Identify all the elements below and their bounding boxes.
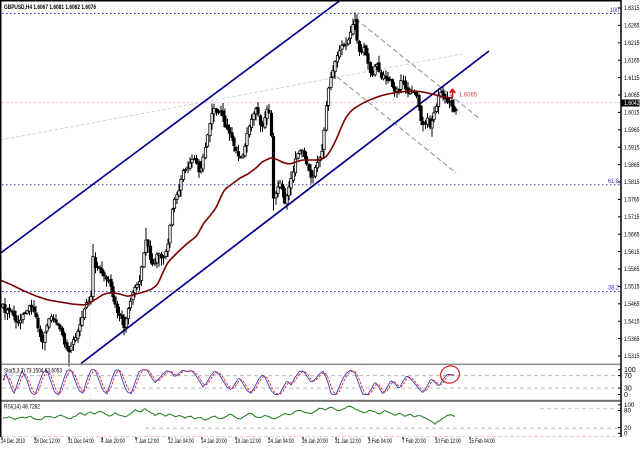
svg-text:1.6065: 1.6065: [624, 92, 640, 99]
svg-text:1.6315: 1.6315: [624, 5, 640, 12]
svg-text:28 Dec 12:00: 28 Dec 12:00: [34, 439, 60, 445]
svg-text:0: 0: [624, 392, 628, 399]
svg-text:26 Jan 20:00: 26 Jan 20:00: [302, 439, 328, 445]
svg-text:0: 0: [624, 431, 628, 438]
svg-text:31 Jan 12:00: 31 Jan 12:00: [335, 439, 361, 445]
svg-text:14 Jan 20:00: 14 Jan 20:00: [201, 439, 227, 445]
svg-text:1.5615: 1.5615: [624, 249, 640, 256]
svg-text:100: 100: [624, 367, 636, 374]
svg-text:1.6265: 1.6265: [624, 23, 640, 30]
svg-text:4 Jan 20:00: 4 Jan 20:00: [101, 439, 126, 445]
svg-text:24 Dec 2010: 24 Dec 2010: [1, 439, 25, 445]
svg-text:1.6015: 1.6015: [624, 110, 640, 117]
svg-text:Sto(5,3,3) 73.1504 63.6053: Sto(5,3,3) 73.1504 63.6053: [4, 367, 62, 374]
svg-text:1.5415: 1.5415: [624, 318, 640, 325]
svg-text:1.5815: 1.5815: [624, 179, 640, 186]
svg-text:10 Feb 12:00: 10 Feb 12:00: [435, 439, 461, 445]
svg-text:3 Feb 04:00: 3 Feb 04:00: [368, 439, 392, 445]
svg-text:70: 70: [624, 373, 632, 380]
svg-text:1.6065: 1.6065: [459, 93, 478, 99]
svg-text:30: 30: [624, 386, 632, 393]
svg-text:38.2: 38.2: [608, 286, 620, 292]
svg-text:1.5365: 1.5365: [624, 336, 640, 343]
svg-text:19 Jan 12:00: 19 Jan 12:00: [235, 439, 261, 445]
svg-text:1.6165: 1.6165: [624, 57, 640, 64]
svg-text:20: 20: [624, 425, 631, 432]
svg-text:1.5965: 1.5965: [624, 127, 640, 134]
svg-text:1.6042: 1.6042: [624, 100, 640, 107]
svg-text:1.5915: 1.5915: [624, 144, 640, 151]
svg-text:61.8: 61.8: [608, 179, 620, 185]
svg-text:1.5865: 1.5865: [624, 162, 640, 169]
svg-text:24 Jan 04:00: 24 Jan 04:00: [268, 439, 294, 445]
svg-text:RSI(14) 48.7282: RSI(14) 48.7282: [4, 403, 40, 410]
svg-text:100: 100: [624, 402, 635, 409]
svg-text:12 Jan 04:00: 12 Jan 04:00: [168, 439, 194, 445]
svg-text:7 Feb 20:00: 7 Feb 20:00: [402, 439, 426, 445]
svg-text:1.5515: 1.5515: [624, 284, 640, 291]
svg-text:GBPUSD,H4 1.6067 1.6081 1.6062: GBPUSD,H4 1.6067 1.6081 1.6062 1.6076: [4, 4, 96, 11]
svg-text:1.6215: 1.6215: [624, 40, 640, 47]
svg-text:1.5565: 1.5565: [624, 266, 640, 273]
svg-text:1.6115: 1.6115: [624, 75, 640, 82]
svg-text:1.5715: 1.5715: [624, 214, 640, 221]
svg-text:7 Jan 12:00: 7 Jan 12:00: [135, 439, 160, 445]
svg-text:80: 80: [624, 408, 631, 415]
svg-text:1.5315: 1.5315: [624, 353, 640, 360]
svg-text:1.5665: 1.5665: [624, 231, 640, 238]
svg-text:15 Feb 04:00: 15 Feb 04:00: [469, 439, 495, 445]
svg-text:31 Dec 04:00: 31 Dec 04:00: [68, 439, 94, 445]
svg-text:100: 100: [610, 8, 620, 14]
svg-text:1.5765: 1.5765: [624, 197, 640, 204]
svg-text:1.5465: 1.5465: [624, 301, 640, 308]
